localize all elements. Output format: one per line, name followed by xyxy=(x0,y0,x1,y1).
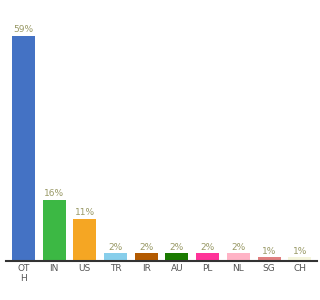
Bar xyxy=(12,36,35,261)
Bar xyxy=(196,254,219,261)
Bar xyxy=(73,219,96,261)
Text: 1%: 1% xyxy=(262,247,276,256)
Text: 11%: 11% xyxy=(75,208,95,217)
Bar xyxy=(165,254,188,261)
Bar xyxy=(227,254,250,261)
Bar xyxy=(258,257,281,261)
Text: 16%: 16% xyxy=(44,189,64,198)
Bar xyxy=(104,254,127,261)
Text: 2%: 2% xyxy=(201,243,215,252)
Text: 2%: 2% xyxy=(170,243,184,252)
Bar xyxy=(135,254,158,261)
Text: 59%: 59% xyxy=(13,25,33,34)
Bar xyxy=(288,257,311,261)
Text: 2%: 2% xyxy=(231,243,245,252)
Bar xyxy=(43,200,66,261)
Text: 2%: 2% xyxy=(108,243,123,252)
Text: 2%: 2% xyxy=(139,243,153,252)
Text: 1%: 1% xyxy=(293,247,307,256)
